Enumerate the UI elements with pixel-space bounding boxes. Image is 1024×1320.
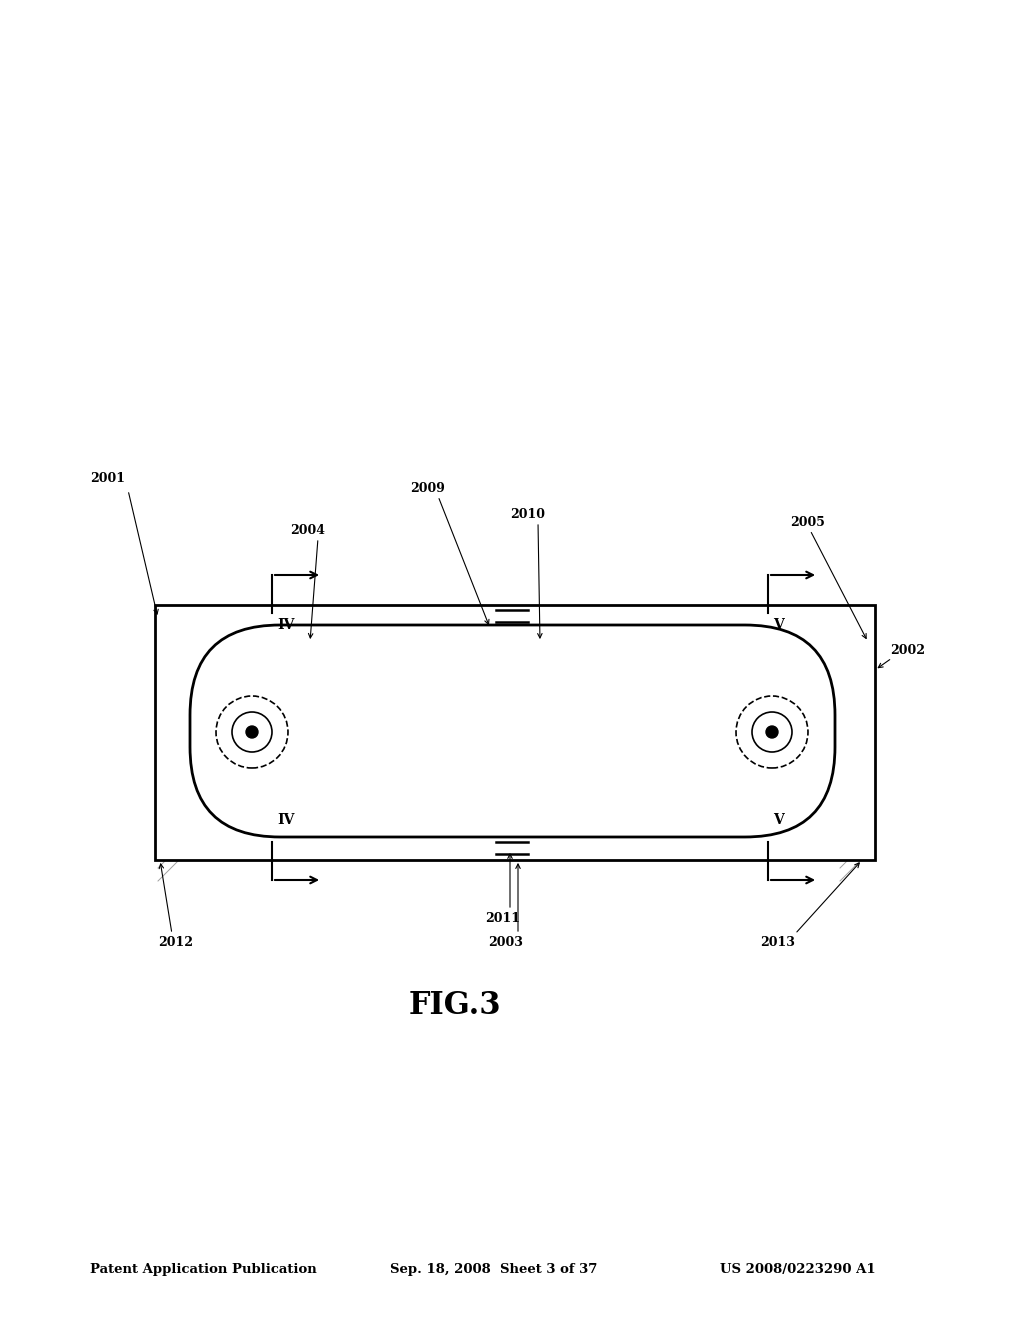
Text: US 2008/0223290 A1: US 2008/0223290 A1 xyxy=(720,1263,876,1276)
Text: Patent Application Publication: Patent Application Publication xyxy=(90,1263,316,1276)
Circle shape xyxy=(752,711,792,752)
Text: FIG.3: FIG.3 xyxy=(409,990,502,1020)
Text: 2004: 2004 xyxy=(290,524,325,536)
Text: 2012: 2012 xyxy=(158,936,193,949)
Text: IV: IV xyxy=(278,813,294,828)
FancyBboxPatch shape xyxy=(190,624,835,837)
Circle shape xyxy=(232,711,272,752)
Text: 2003: 2003 xyxy=(488,936,523,949)
Text: Sep. 18, 2008  Sheet 3 of 37: Sep. 18, 2008 Sheet 3 of 37 xyxy=(390,1263,597,1276)
Circle shape xyxy=(736,696,808,768)
Circle shape xyxy=(766,726,778,738)
Circle shape xyxy=(246,726,258,738)
Circle shape xyxy=(216,696,288,768)
Text: V: V xyxy=(773,618,783,632)
Text: 2010: 2010 xyxy=(510,507,545,520)
Text: 2002: 2002 xyxy=(890,644,925,656)
Text: 2013: 2013 xyxy=(760,936,795,949)
Text: 2011: 2011 xyxy=(485,912,520,924)
Text: IV: IV xyxy=(278,618,294,632)
Bar xyxy=(155,605,874,861)
Text: 2005: 2005 xyxy=(790,516,825,528)
Text: 2009: 2009 xyxy=(410,482,444,495)
Text: V: V xyxy=(773,813,783,828)
Text: 2001: 2001 xyxy=(90,471,125,484)
